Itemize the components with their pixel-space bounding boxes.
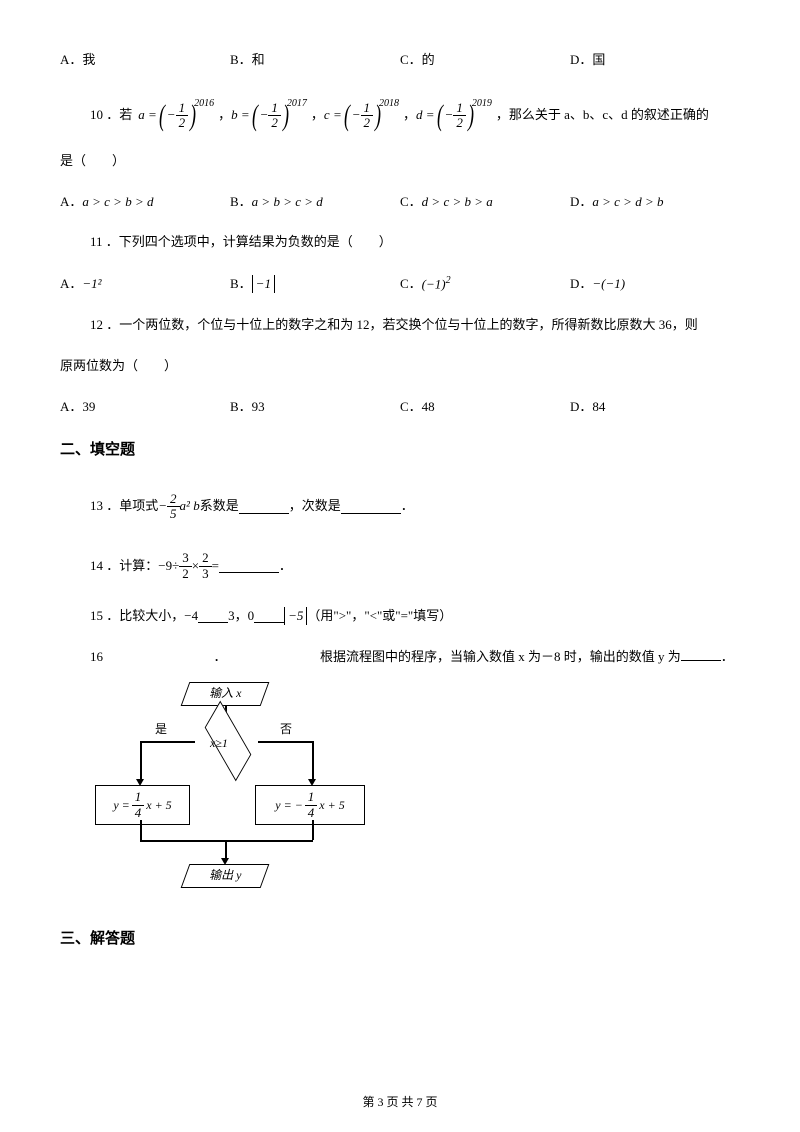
q10-expr-a: a = ( − 12 ) 2016 [138,101,218,131]
fc-no-label: 否 [280,720,292,739]
q16: 16 ． 根据流程图中的程序，当输入数值 x 为－8 时，输出的数值 y 为 ． [60,647,740,668]
q13-blank1[interactable] [239,500,289,514]
q11-stem: 11 ．下列四个选项中，计算结果为负数的是（ ） [60,232,740,253]
q12-stem: 12 ．一个两位数，个位与十位上的数字之和为 12，若交换个位与十位上的数字，所… [60,315,740,336]
q10-stem: 10 ．若 a = ( − 12 ) 2016 ， b = ( − 12 ) 2… [60,101,740,131]
q-prev-opt-b: B．和 [230,50,400,71]
q11-options: A．−1² B．−1 C．(−1)2 D．−(−1) [60,273,740,295]
fc-box-left: y = 14 x + 5 [95,785,190,825]
q10-expr-c: c = ( − 12 ) 2018 [324,101,403,131]
fc-box-right: y = − 14 x + 5 [255,785,365,825]
q12-opt-b: B．93 [230,397,400,418]
q14: 14 ．计算：−9÷ 32 × 23 = ． [60,551,740,581]
section-3-title: 三、解答题 [60,927,740,951]
q10-tail: ，那么关于 a、b、c、d 的叙述正确的 [496,105,709,126]
q-prev-opt-d: D．国 [570,50,740,71]
q11-opt-d: D．−(−1) [570,274,740,295]
q10-opt-c: C．d > c > b > a [400,192,570,213]
opt-text: C．的 [400,50,435,71]
page-footer: 第 3 页 共 7 页 [0,1093,800,1112]
q15-blank1[interactable] [198,609,228,623]
q-prev-opt-c: C．的 [400,50,570,71]
q15: 15 ．比较大小，−4 3，0 −5 （用">"，"<"或"="填写） [60,606,740,627]
fc-output: 输出 y [181,864,270,888]
q10-num: 10 ．若 [90,105,132,126]
q10-expr-d: d = ( − 12 ) 2019 [416,101,496,131]
q10-opt-b: B．a > b > c > d [230,192,400,213]
q12-opt-d: D．84 [570,397,740,418]
q10-expr-b: b = ( − 12 ) 2017 [231,101,311,131]
opt-text: A．我 [60,50,95,71]
q-prev-options: A．我 B．和 C．的 D．国 [60,50,740,71]
q11-opt-c: C．(−1)2 [400,273,570,295]
q12-opt-a: A．39 [60,397,230,418]
q11-opt-b: B．−1 [230,274,400,295]
section-2-title: 二、填空题 [60,438,740,462]
q12-opt-c: C．48 [400,397,570,418]
q-prev-opt-a: A．我 [60,50,230,71]
q11-opt-a: A．−1² [60,274,230,295]
fc-yes-label: 是 [155,720,167,739]
q14-blank[interactable] [219,559,279,573]
q13-blank2[interactable] [341,500,401,514]
opt-text: D．国 [570,50,605,71]
q10-opt-a: A．a > c > b > d [60,192,230,213]
q12-stem2: 原两位数为（ ） [60,356,740,377]
q16-blank[interactable] [681,647,721,661]
q10-stem2: 是（ ） [60,151,740,172]
opt-text: B．和 [230,50,265,71]
q10-options: A．a > c > b > d B．a > b > c > d C．d > c … [60,192,740,213]
q13: 13 ．单项式 − 25 a² b 系数是 ，次数是 ． [60,492,740,522]
q10-opt-d: D．a > c > d > b [570,192,740,213]
flowchart: 输入 x x≥1 是 否 y = 14 x + 5 y = − 14 x + 5… [90,682,370,902]
fc-input: 输入 x [181,682,270,706]
q12-options: A．39 B．93 C．48 D．84 [60,397,740,418]
q15-blank2[interactable] [254,609,284,623]
